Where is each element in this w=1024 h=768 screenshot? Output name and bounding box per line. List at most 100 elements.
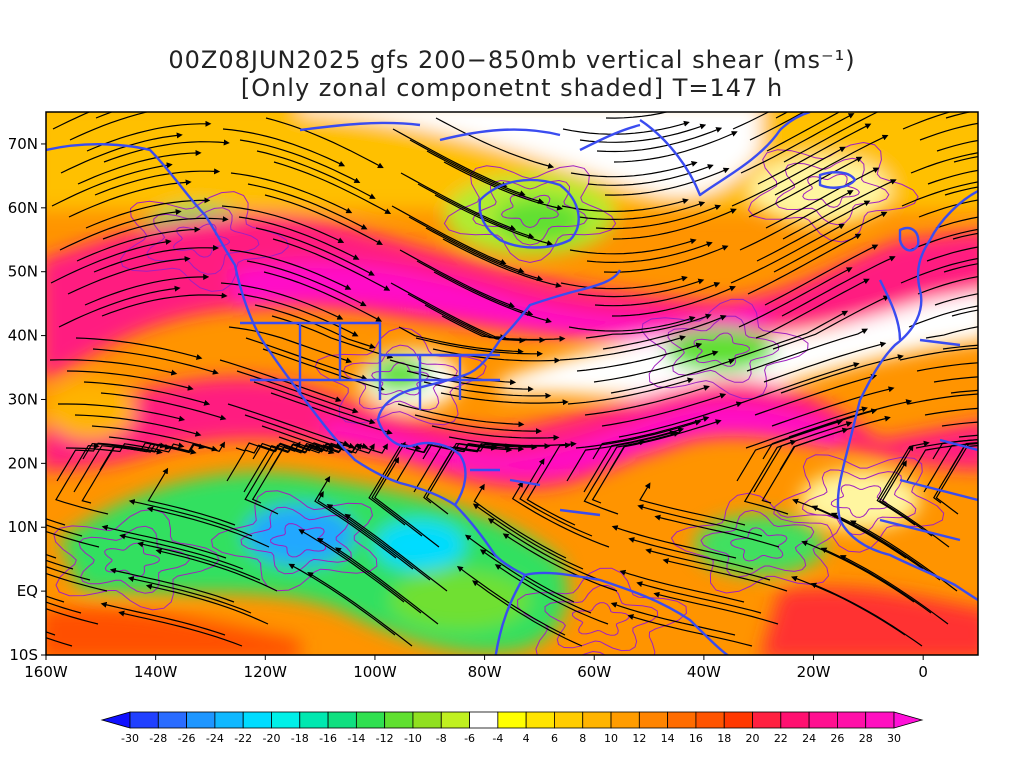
colorbar-swatch bbox=[214, 711, 244, 729]
streamline bbox=[773, 211, 888, 273]
streamline bbox=[55, 442, 109, 515]
streamline bbox=[409, 139, 526, 197]
streamline bbox=[60, 132, 183, 174]
streamline bbox=[729, 310, 849, 361]
streamline bbox=[586, 241, 713, 264]
colorbar-swatch bbox=[440, 711, 470, 729]
contour-line bbox=[443, 165, 617, 264]
colorbar-swatch bbox=[525, 711, 555, 729]
streamline bbox=[585, 313, 712, 339]
colorbar-label: -18 bbox=[291, 732, 309, 745]
streamline bbox=[273, 161, 392, 214]
colorbar-arrow-left bbox=[100, 711, 131, 729]
streamline bbox=[766, 112, 841, 152]
streamline bbox=[46, 559, 74, 570]
streamline bbox=[567, 377, 694, 405]
streamline bbox=[748, 156, 863, 218]
colorbar-arrow-right bbox=[893, 711, 924, 729]
colorbar-label: -28 bbox=[149, 732, 167, 745]
colorbar-label: 22 bbox=[774, 732, 788, 745]
streamline bbox=[238, 216, 360, 260]
streamline bbox=[432, 348, 561, 364]
streamline bbox=[628, 537, 754, 570]
streamline bbox=[239, 139, 361, 183]
streamline bbox=[227, 403, 350, 447]
streamline bbox=[924, 407, 978, 416]
streamline bbox=[414, 414, 542, 435]
streamline bbox=[576, 342, 703, 372]
streamline bbox=[392, 128, 508, 188]
streamline bbox=[487, 518, 601, 581]
streamline bbox=[103, 139, 230, 163]
streamline bbox=[415, 337, 543, 357]
lat-tick-label: 10S bbox=[9, 646, 38, 664]
streamline bbox=[605, 112, 670, 119]
contour-line bbox=[146, 207, 260, 275]
streamline bbox=[619, 569, 745, 603]
colorbar-label: 6 bbox=[551, 732, 558, 745]
colorbar-label: -16 bbox=[319, 732, 337, 745]
lat-axis: 10S EQ 10N 20N 30N 40N 50N 60N 70N bbox=[8, 135, 46, 664]
lon-tick-label: 140W bbox=[134, 663, 178, 681]
streamline bbox=[907, 393, 978, 405]
streamline bbox=[434, 194, 554, 246]
streamline bbox=[256, 150, 376, 199]
streamline bbox=[100, 601, 226, 636]
streamline bbox=[58, 403, 186, 422]
streamline bbox=[99, 442, 205, 471]
streamline bbox=[612, 208, 737, 240]
streamline bbox=[127, 576, 252, 614]
streamline bbox=[568, 315, 696, 332]
colorbar-swatch bbox=[752, 711, 782, 729]
streamlines bbox=[46, 112, 978, 647]
streamline bbox=[344, 513, 448, 592]
map-title-line1: 00Z08JUN2025 gfs 200−850mb vertical shea… bbox=[168, 46, 856, 74]
colorbar-swatch bbox=[865, 711, 895, 729]
streamline bbox=[229, 249, 352, 290]
streamline bbox=[390, 282, 507, 341]
streamline bbox=[595, 204, 722, 230]
streamline bbox=[761, 427, 849, 504]
lon-tick-label: 100W bbox=[353, 663, 397, 681]
streamline bbox=[147, 467, 236, 526]
colorbar-label: 28 bbox=[859, 732, 873, 745]
colorbar-label: -22 bbox=[234, 732, 252, 745]
streamline bbox=[472, 580, 583, 647]
streamline bbox=[910, 152, 978, 174]
colorbar-swatch bbox=[497, 711, 527, 729]
colorbar-label: -30 bbox=[121, 732, 139, 745]
lat-tick-label: EQ bbox=[17, 582, 38, 600]
streamline bbox=[472, 503, 584, 570]
streamline bbox=[915, 439, 978, 449]
streamline bbox=[511, 481, 610, 548]
streamline bbox=[85, 197, 211, 229]
contour-line bbox=[641, 298, 809, 400]
streamline bbox=[100, 392, 227, 421]
streamline bbox=[46, 530, 100, 548]
streamline bbox=[443, 161, 564, 211]
streamline bbox=[950, 389, 978, 394]
streamline bbox=[755, 278, 870, 339]
streamline bbox=[810, 582, 923, 647]
streamline bbox=[101, 524, 227, 559]
streamline bbox=[398, 326, 524, 355]
streamline bbox=[119, 533, 244, 570]
streamline bbox=[526, 442, 576, 526]
streamline bbox=[737, 362, 860, 405]
colorbar-label: -14 bbox=[347, 732, 365, 745]
streamline bbox=[426, 150, 545, 204]
streamline bbox=[740, 113, 855, 174]
contour-line bbox=[802, 173, 860, 208]
contour-line bbox=[53, 508, 220, 611]
streamline bbox=[583, 427, 685, 493]
colorbar-swatch bbox=[695, 711, 725, 729]
streamline bbox=[754, 373, 878, 416]
streamline bbox=[76, 226, 201, 262]
lon-tick-label: 40W bbox=[687, 663, 721, 681]
colorbar-label: 10 bbox=[604, 732, 618, 745]
colorbar-label: 26 bbox=[830, 732, 844, 745]
colorbar-label: 18 bbox=[717, 732, 731, 745]
streamline bbox=[101, 292, 228, 317]
streamline bbox=[425, 442, 498, 515]
streamline bbox=[566, 430, 676, 482]
